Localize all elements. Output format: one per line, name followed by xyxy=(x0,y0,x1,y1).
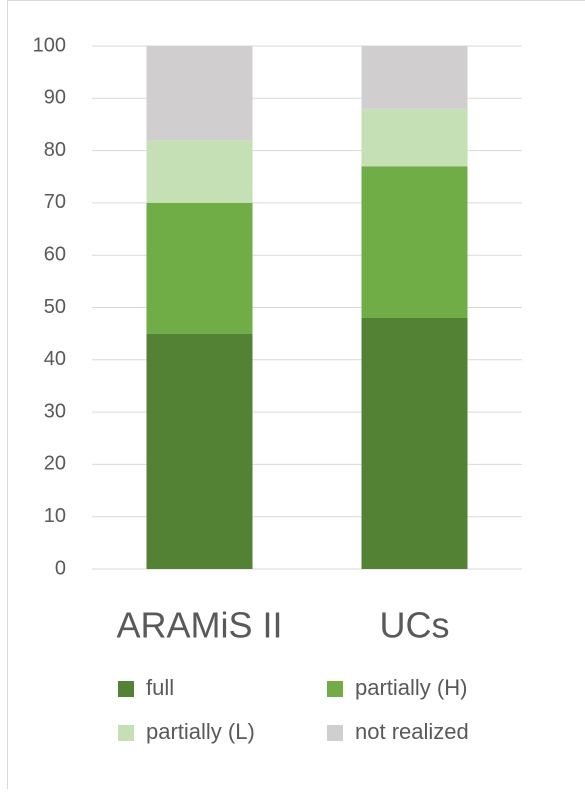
bar-segment xyxy=(147,203,253,334)
legend-swatch xyxy=(327,725,343,741)
y-tick-label: 10 xyxy=(44,505,66,527)
y-tick-label: 90 xyxy=(44,87,66,109)
legend-label: full xyxy=(146,675,174,700)
y-tick-label: 0 xyxy=(55,557,66,579)
y-tick-label: 70 xyxy=(44,191,66,213)
bar-segment xyxy=(362,46,468,109)
chart-frame xyxy=(8,1,585,790)
bar-segment xyxy=(362,166,468,318)
y-tick-label: 20 xyxy=(44,453,66,475)
legend-swatch xyxy=(118,681,134,697)
bar-segment xyxy=(362,318,468,569)
y-tick-label: 40 xyxy=(44,348,66,370)
y-tick-label: 60 xyxy=(44,243,66,265)
y-tick-label: 50 xyxy=(44,296,66,318)
legend-label: not realized xyxy=(355,719,469,744)
legend-swatch xyxy=(327,681,343,697)
y-tick-label: 100 xyxy=(33,34,66,56)
x-tick-label: ARAMiS II xyxy=(116,605,282,646)
bar-segment xyxy=(362,109,468,167)
y-tick-label: 30 xyxy=(44,400,66,422)
bar-segment xyxy=(147,334,253,569)
bar-segment xyxy=(147,140,253,203)
legend-label: partially (H) xyxy=(355,675,467,700)
y-tick-label: 80 xyxy=(44,139,66,161)
legend-swatch xyxy=(118,725,134,741)
bar-segment xyxy=(147,46,253,140)
x-tick-label: UCs xyxy=(380,605,450,646)
legend-label: partially (L) xyxy=(146,719,255,744)
